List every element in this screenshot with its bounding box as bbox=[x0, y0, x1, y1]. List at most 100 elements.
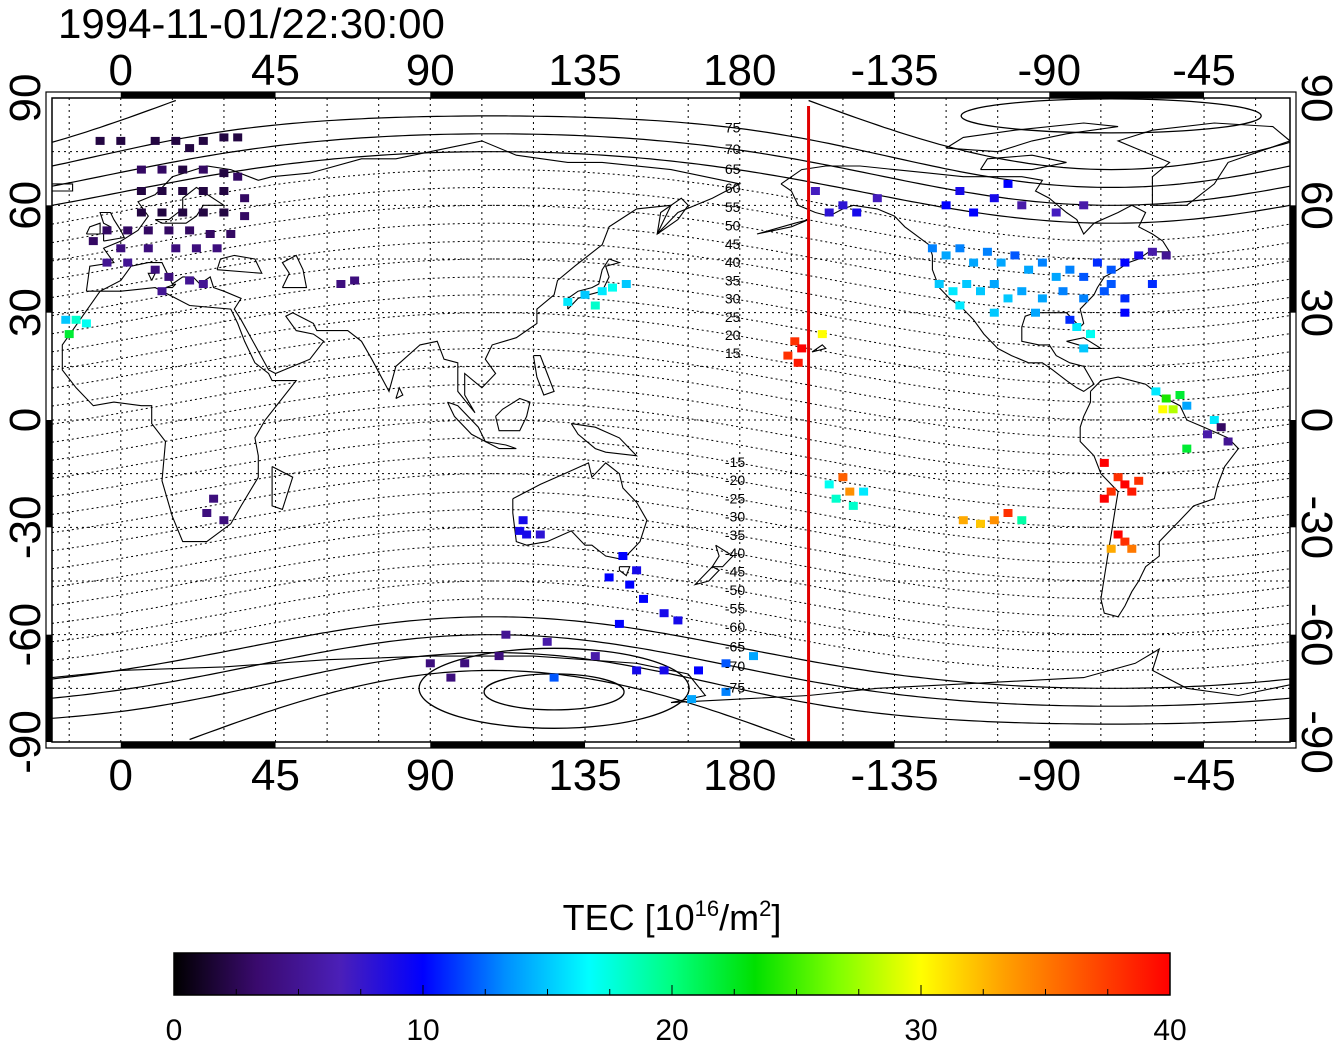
coastline bbox=[271, 466, 294, 511]
tec-data-point bbox=[1017, 516, 1027, 525]
contour-label: 15 bbox=[725, 345, 741, 361]
tec-data-point bbox=[240, 194, 250, 203]
tec-data-point bbox=[563, 297, 573, 306]
contour-label: 75 bbox=[725, 120, 741, 136]
bottom-lon-label: 180 bbox=[703, 751, 776, 800]
tec-data-point bbox=[1134, 476, 1144, 485]
tec-data-point bbox=[958, 516, 968, 525]
tec-data-point bbox=[518, 516, 528, 525]
tec-data-point bbox=[212, 244, 222, 253]
tec-data-point bbox=[639, 594, 648, 603]
tec-data-point bbox=[783, 351, 793, 360]
contour-label: -60 bbox=[725, 619, 745, 635]
tec-data-point bbox=[61, 315, 71, 324]
contour-label: 20 bbox=[725, 327, 741, 343]
tec-data-point bbox=[233, 133, 243, 142]
tec-data-point bbox=[1161, 394, 1171, 403]
coastline bbox=[656, 197, 689, 236]
outer-border bbox=[45, 91, 1297, 749]
mag-contour-line bbox=[52, 580, 1290, 654]
coastline bbox=[216, 254, 263, 274]
tec-data-point bbox=[1175, 391, 1185, 399]
tec-data-point bbox=[659, 609, 669, 618]
top-lon-label: 135 bbox=[548, 46, 621, 95]
tec-data-point bbox=[116, 244, 126, 253]
tec-data-point bbox=[838, 201, 848, 210]
mag-contour-line bbox=[52, 508, 1290, 582]
tec-data-point bbox=[136, 187, 146, 195]
tec-data-point bbox=[185, 226, 195, 235]
colorbar-label-prefix: TEC [10 bbox=[563, 897, 695, 938]
tec-data-point bbox=[838, 473, 848, 482]
coastline bbox=[618, 566, 631, 577]
right-latitude-labels: 90 60 30 0 -30 -60 -90 bbox=[1292, 74, 1341, 774]
tec-data-point bbox=[1058, 287, 1068, 296]
contour-label: -45 bbox=[725, 563, 745, 579]
tec-data-point bbox=[597, 287, 607, 296]
tec-data-point bbox=[989, 194, 999, 203]
right-lat-label: 30 bbox=[1292, 288, 1341, 337]
coastline bbox=[980, 154, 1067, 171]
mag-contour-line bbox=[52, 258, 1290, 332]
tec-data-point bbox=[1161, 251, 1171, 260]
tec-data-point bbox=[425, 659, 435, 668]
tec-data-point bbox=[989, 280, 999, 288]
tec-data-point bbox=[1127, 544, 1137, 553]
tec-data-point bbox=[226, 230, 236, 238]
tec-data-point bbox=[157, 187, 167, 195]
tec-data-point bbox=[831, 494, 841, 503]
left-latitude-labels: 90 60 30 0 -30 -60 -90 bbox=[1, 74, 50, 774]
mag-contour-line bbox=[52, 401, 1290, 475]
right-lat-label: -30 bbox=[1292, 496, 1341, 560]
contour-label: 55 bbox=[725, 199, 741, 215]
contour-label: 50 bbox=[725, 217, 741, 233]
left-lat-label: -90 bbox=[1, 710, 50, 774]
mag-contour-line bbox=[52, 652, 1290, 725]
frame-bar-right bbox=[1290, 205, 1296, 313]
right-lat-label: 0 bbox=[1292, 408, 1341, 432]
tec-data-point bbox=[542, 637, 552, 646]
mag-contour-line bbox=[189, 669, 796, 741]
tec-data-point bbox=[1003, 509, 1013, 517]
mag-contour-line bbox=[52, 330, 1290, 403]
frame-bar-left bbox=[46, 634, 52, 742]
contour-label: 45 bbox=[725, 236, 741, 252]
bottom-lon-label: -135 bbox=[850, 751, 938, 800]
tec-data-point bbox=[1079, 272, 1089, 281]
bottom-lon-label: -45 bbox=[1172, 751, 1236, 800]
tec-data-point bbox=[694, 666, 703, 675]
tec-data-point bbox=[1182, 444, 1192, 453]
tec-data-point bbox=[1099, 287, 1109, 296]
frame-bar-right bbox=[1290, 420, 1296, 528]
colorbar-ticks: 0 10 20 30 40 bbox=[166, 985, 1187, 1047]
tec-data-point bbox=[164, 272, 174, 281]
mag-pole-ring bbox=[418, 647, 690, 729]
tec-data-point bbox=[240, 212, 250, 221]
bottom-lon-label: 90 bbox=[406, 751, 455, 800]
tec-data-point bbox=[64, 330, 74, 339]
mag-contour-line bbox=[52, 455, 1290, 528]
coastlines bbox=[52, 122, 1290, 704]
tec-data-point bbox=[1017, 287, 1027, 296]
tec-data-point bbox=[164, 226, 174, 235]
tec-data-point bbox=[590, 652, 600, 661]
mag-contour-line bbox=[52, 383, 1290, 457]
mag-contour-line bbox=[52, 616, 1290, 689]
tec-data-point bbox=[1051, 272, 1061, 281]
mag-contour-line bbox=[52, 526, 1290, 600]
tec-data-point bbox=[955, 301, 965, 310]
tec-data-point bbox=[1120, 308, 1130, 317]
tec-data-point bbox=[1106, 280, 1116, 288]
tec-data-point bbox=[209, 494, 219, 503]
tec-data-point bbox=[143, 244, 153, 253]
mag-contour-line bbox=[52, 437, 1290, 510]
coastline bbox=[1116, 122, 1290, 206]
coastline bbox=[154, 186, 226, 224]
tec-data-point bbox=[157, 208, 167, 217]
top-lon-label: -90 bbox=[1017, 46, 1081, 95]
tec-data-point bbox=[1037, 294, 1047, 303]
top-longitude-labels: 0 45 90 135 180 -135 -90 -45 bbox=[109, 46, 1236, 95]
tec-data-point bbox=[143, 226, 153, 235]
coastline bbox=[1079, 376, 1240, 618]
frame-bar-top bbox=[430, 92, 586, 98]
